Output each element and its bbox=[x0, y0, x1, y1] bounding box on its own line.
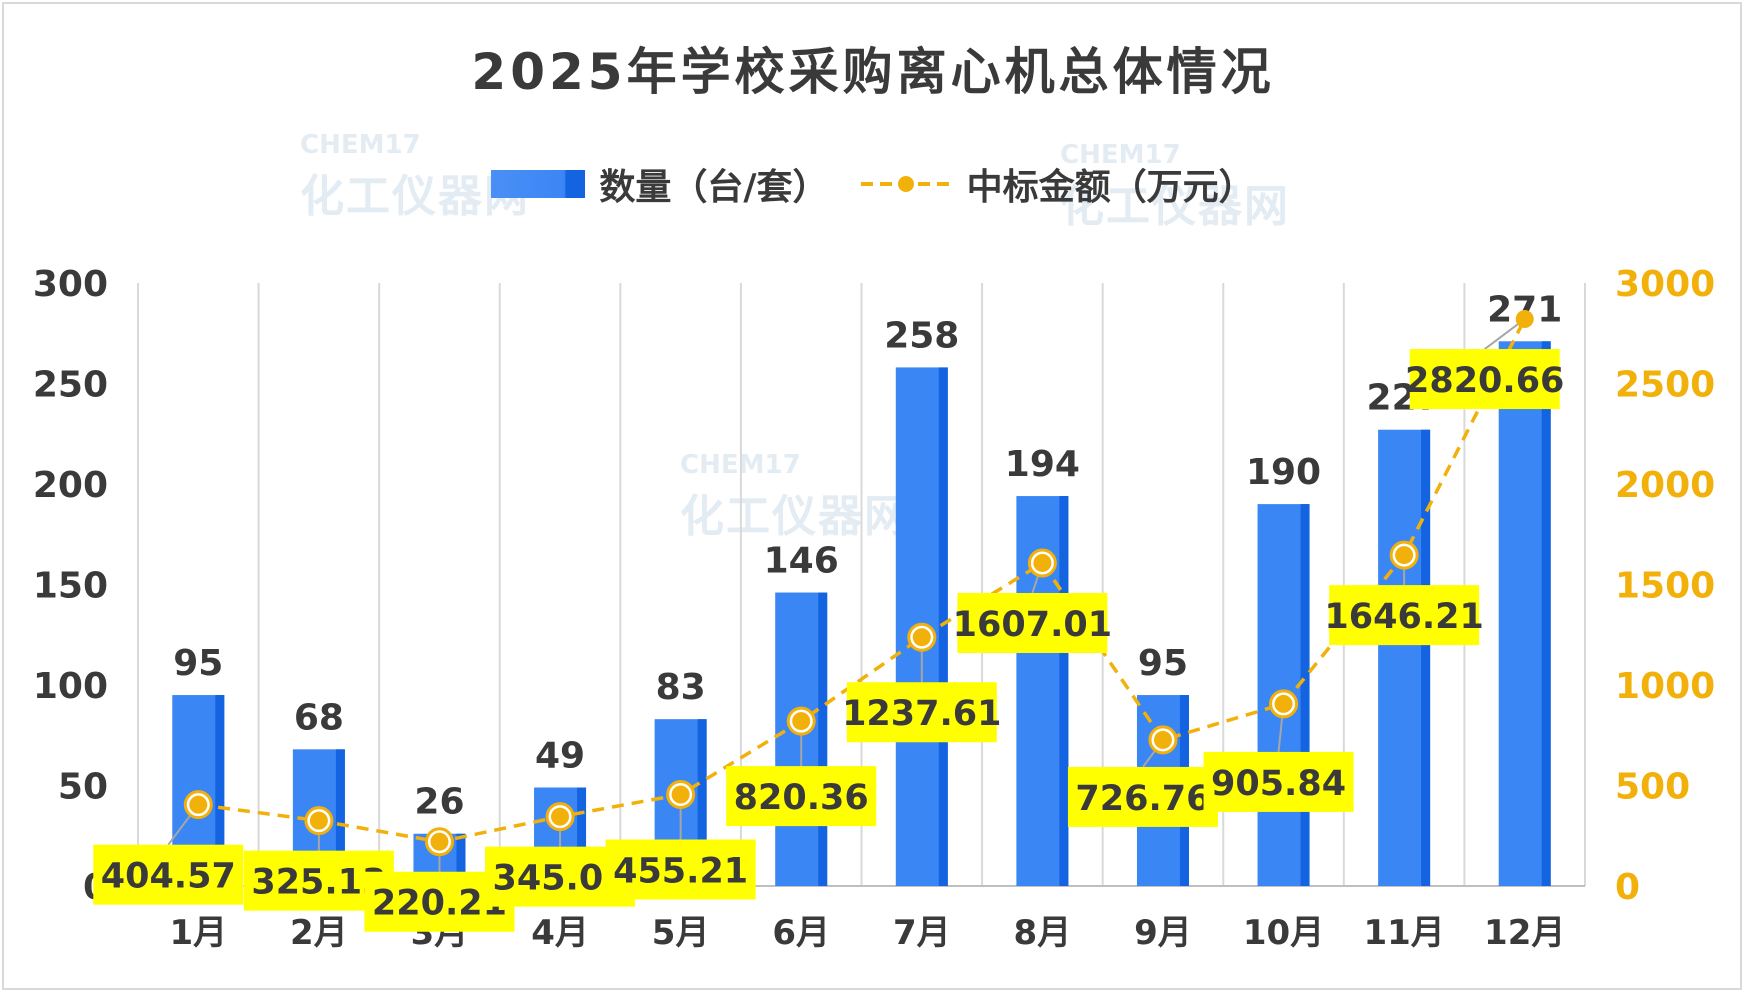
amount-value-label: 404.57 bbox=[101, 857, 236, 897]
y-left-tick-label: 250 bbox=[33, 365, 108, 406]
amount-line bbox=[198, 318, 1527, 844]
x-tick-label: 6月 bbox=[772, 913, 830, 953]
bar-edge bbox=[1300, 504, 1310, 886]
amount-value-label: 220.21 bbox=[372, 884, 507, 924]
bar-value-label: 190 bbox=[1246, 452, 1321, 493]
legend: 数量（台/套） 中标金额（万元） bbox=[0, 158, 1746, 210]
amount-value-label: 325.13 bbox=[251, 863, 386, 903]
amount-marker bbox=[309, 811, 328, 830]
amount-marker bbox=[1395, 546, 1414, 565]
bar-edge bbox=[577, 787, 587, 886]
amount-label-box bbox=[1409, 349, 1560, 410]
legend-label-quantity: 数量（台/套） bbox=[599, 167, 829, 208]
amount-marker bbox=[1153, 730, 1172, 749]
amount-marker bbox=[430, 832, 449, 851]
x-tick-label: 12月 bbox=[1484, 913, 1565, 953]
x-tick-label: 2月 bbox=[290, 913, 348, 953]
amount-value-label: 455.21 bbox=[613, 852, 748, 892]
bar-edge bbox=[697, 719, 707, 886]
amount-label-box bbox=[1203, 751, 1354, 812]
amount-label-box bbox=[93, 844, 244, 905]
y-right-tick-label: 500 bbox=[1615, 767, 1690, 808]
bar-value-label: 95 bbox=[173, 643, 223, 684]
y-right-tick-label: 3000 bbox=[1615, 264, 1715, 305]
bar-value-label: 258 bbox=[884, 315, 959, 356]
amount-marker bbox=[1033, 553, 1052, 572]
bar-edge bbox=[335, 749, 345, 886]
y-right-tick-label: 1000 bbox=[1615, 666, 1715, 707]
bar-edge bbox=[1421, 429, 1431, 886]
chart-title: 2025年学校采购离心机总体情况 bbox=[471, 43, 1275, 101]
bar-edge bbox=[1059, 496, 1069, 886]
bar-value-label: 146 bbox=[764, 541, 839, 582]
bar-value-label: 68 bbox=[294, 697, 344, 738]
legend-line-swatch bbox=[859, 170, 953, 198]
amount-label-box bbox=[726, 766, 877, 827]
y-left-tick-label: 150 bbox=[33, 566, 108, 607]
x-tick-label: 11月 bbox=[1363, 913, 1444, 953]
bar-value-label: 194 bbox=[1005, 444, 1080, 485]
x-tick-label: 4月 bbox=[531, 913, 589, 953]
amount-marker bbox=[189, 795, 208, 814]
y-right-tick-label: 0 bbox=[1615, 867, 1640, 908]
amount-marker bbox=[1274, 694, 1293, 713]
legend-item-quantity: 数量（台/套） bbox=[491, 158, 829, 210]
y-left-tick-label: 100 bbox=[33, 666, 108, 707]
amount-marker bbox=[671, 785, 690, 804]
bar-edge bbox=[215, 695, 225, 886]
y-left-tick-label: 300 bbox=[33, 264, 108, 305]
bar-value-label: 83 bbox=[656, 667, 706, 708]
amount-value-label: 1646.21 bbox=[1324, 597, 1483, 637]
amount-marker bbox=[912, 628, 931, 647]
y-right-tick-label: 2000 bbox=[1615, 465, 1715, 506]
amount-value-label: 726.76 bbox=[1075, 779, 1210, 819]
bar-value-label: 49 bbox=[535, 736, 585, 777]
amount-label-box bbox=[957, 592, 1108, 653]
amount-label-box bbox=[605, 839, 756, 900]
amount-label-box bbox=[846, 682, 997, 743]
amount-label-box bbox=[1067, 766, 1218, 827]
amount-value-label: 2820.66 bbox=[1405, 361, 1564, 401]
amount-marker bbox=[1515, 310, 1534, 329]
x-tick-label: 1月 bbox=[169, 913, 227, 953]
amount-value-label: 1607.01 bbox=[953, 605, 1112, 645]
amount-value-label: 905.84 bbox=[1211, 764, 1346, 804]
bar-edge bbox=[818, 592, 828, 886]
amount-marker bbox=[792, 712, 811, 731]
amount-value-label: 345.05 bbox=[493, 859, 628, 899]
amount-value-label: 820.36 bbox=[734, 778, 869, 818]
bar-edge bbox=[456, 833, 466, 886]
y-right-tick-label: 1500 bbox=[1615, 566, 1715, 607]
legend-label-amount: 中标金额（万元） bbox=[966, 167, 1255, 208]
x-tick-label: 5月 bbox=[652, 913, 710, 953]
bar-edge bbox=[1541, 341, 1551, 886]
bar-value-label: 95 bbox=[1138, 643, 1188, 684]
amount-value-label: 1237.61 bbox=[842, 694, 1001, 734]
y-left-tick-label: 200 bbox=[33, 465, 108, 506]
x-tick-label: 7月 bbox=[893, 913, 951, 953]
x-tick-label: 9月 bbox=[1134, 913, 1192, 953]
legend-bar-swatch bbox=[491, 170, 586, 198]
legend-item-amount: 中标金额（万元） bbox=[859, 158, 1255, 210]
x-tick-label: 10月 bbox=[1243, 913, 1324, 953]
x-tick-label: 8月 bbox=[1014, 913, 1072, 953]
y-right-tick-label: 2500 bbox=[1615, 365, 1715, 406]
amount-marker bbox=[551, 807, 570, 826]
amount-label-box bbox=[1329, 585, 1480, 646]
bar-value-label: 26 bbox=[414, 782, 464, 823]
bar-edge bbox=[938, 367, 948, 886]
y-left-tick-label: 50 bbox=[58, 767, 108, 808]
